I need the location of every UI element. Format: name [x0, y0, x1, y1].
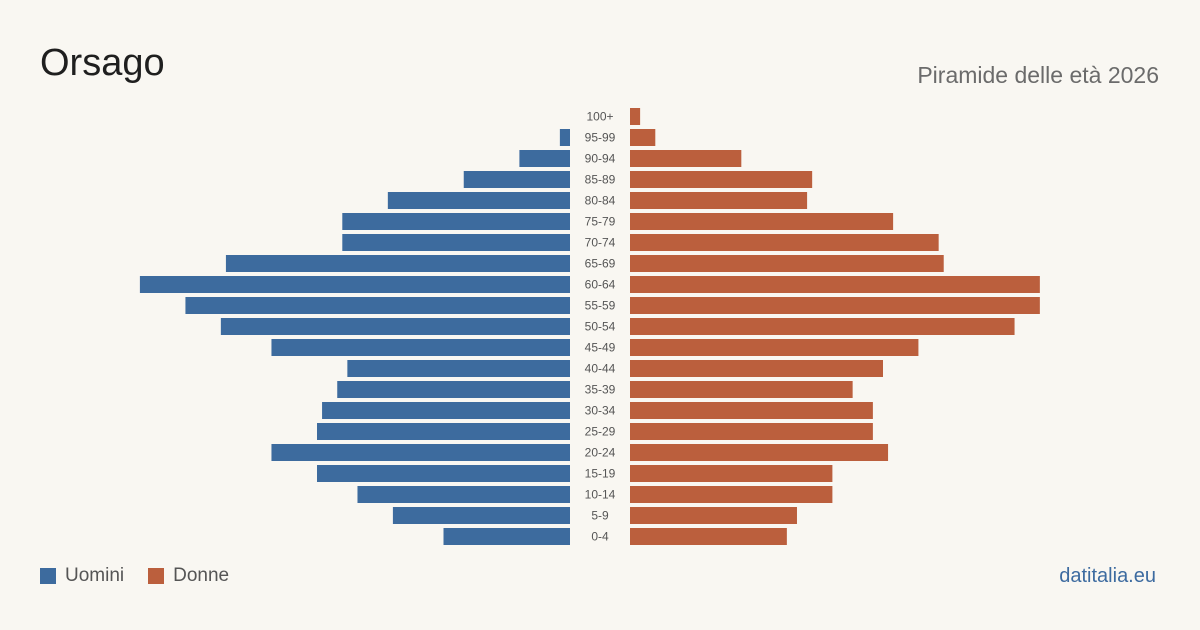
bar-women-50-54	[630, 318, 1015, 335]
bar-women-60-64	[630, 276, 1040, 293]
legend-label-women: Donne	[173, 565, 230, 586]
bar-men-75-79	[342, 213, 570, 230]
age-label-15-19: 15-19	[585, 467, 616, 481]
bar-women-15-19	[630, 465, 833, 482]
age-label-70-74: 70-74	[585, 236, 616, 250]
bar-women-40-44	[630, 360, 883, 377]
age-label-85-89: 85-89	[585, 173, 616, 187]
legend-swatch-men	[40, 568, 56, 584]
legend-swatch-women	[148, 568, 165, 584]
age-label-40-44: 40-44	[585, 362, 616, 376]
age-label-10-14: 10-14	[585, 488, 616, 502]
bar-women-65-69	[630, 255, 944, 272]
age-label-45-49: 45-49	[585, 341, 616, 355]
bar-men-65-69	[225, 255, 571, 272]
bar-men-85-89	[463, 171, 570, 188]
age-label-75-79: 75-79	[585, 215, 616, 229]
bar-women-0-4	[630, 528, 787, 545]
bar-women-30-34	[630, 402, 873, 419]
bar-men-30-34	[322, 402, 570, 419]
bar-men-35-39	[337, 381, 570, 398]
age-label-5-9: 5-9	[591, 509, 609, 523]
age-label-100+: 100+	[586, 110, 613, 124]
legend-item-men: Uomini	[40, 565, 124, 587]
age-label-95-99: 95-99	[585, 131, 616, 145]
bar-women-45-49	[630, 339, 919, 356]
bar-women-10-14	[630, 486, 833, 503]
bar-women-75-79	[630, 213, 894, 230]
bar-men-90-94	[519, 150, 570, 167]
source-link[interactable]: datitalia.eu	[1059, 565, 1156, 587]
bar-men-5-9	[392, 507, 570, 524]
bar-women-80-84	[630, 192, 808, 209]
bar-women-85-89	[630, 171, 813, 188]
bar-men-55-59	[185, 297, 570, 314]
bar-men-50-54	[220, 318, 571, 335]
chart-title: Orsago	[40, 42, 165, 84]
bar-women-20-24	[630, 444, 889, 461]
legend-label-men: Uomini	[65, 565, 125, 586]
legend-item-women: Donne	[148, 565, 229, 587]
bar-men-45-49	[271, 339, 570, 356]
bar-women-5-9	[630, 507, 797, 524]
age-label-25-29: 25-29	[585, 425, 616, 439]
age-label-50-54: 50-54	[585, 320, 616, 334]
bar-women-90-94	[630, 150, 742, 167]
age-label-30-34: 30-34	[585, 404, 616, 418]
bar-men-10-14	[357, 486, 570, 503]
bar-women-95-99	[630, 129, 656, 146]
bar-women-25-29	[630, 423, 873, 440]
bar-men-70-74	[342, 234, 570, 251]
age-label-55-59: 55-59	[585, 299, 616, 313]
bar-women-35-39	[630, 381, 853, 398]
bar-men-15-19	[317, 465, 570, 482]
bar-women-100+	[630, 108, 641, 125]
bar-men-0-4	[443, 528, 570, 545]
bar-women-70-74	[630, 234, 939, 251]
bar-women-55-59	[630, 297, 1040, 314]
age-label-65-69: 65-69	[585, 257, 616, 271]
age-label-35-39: 35-39	[585, 383, 616, 397]
bar-men-60-64	[139, 276, 570, 293]
legend: Uomini Donne	[40, 565, 253, 587]
age-label-60-64: 60-64	[585, 278, 616, 292]
bar-men-80-84	[387, 192, 570, 209]
bar-men-95-99	[559, 129, 570, 146]
age-label-20-24: 20-24	[585, 446, 616, 460]
age-label-90-94: 90-94	[585, 152, 616, 166]
age-label-0-4: 0-4	[591, 530, 609, 544]
bar-men-40-44	[347, 360, 570, 377]
age-label-80-84: 80-84	[585, 194, 616, 208]
chart-subtitle: Piramide delle età 2026	[917, 62, 1159, 88]
bar-men-25-29	[317, 423, 570, 440]
bar-men-20-24	[271, 444, 570, 461]
population-pyramid-chart: 100+ 95-99 90-94 85-89 80-84 75-79 70-74 65-69 6…	[139, 108, 1040, 545]
